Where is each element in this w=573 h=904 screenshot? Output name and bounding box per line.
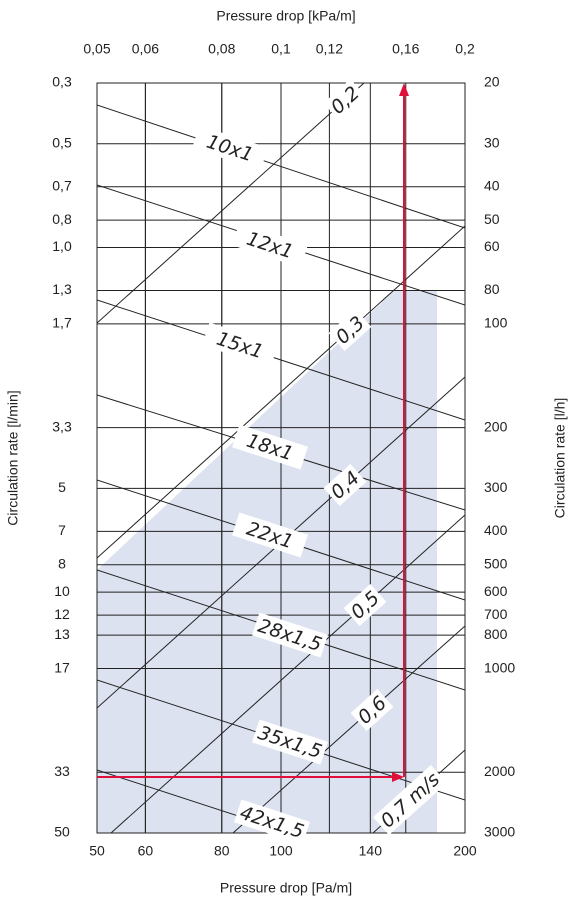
pipe-label-group: 15x1: [202, 322, 278, 368]
pipe-label-group: 10x1: [192, 125, 268, 171]
arrow-layer: [97, 83, 409, 782]
y-tick-label: 1,3: [52, 281, 72, 297]
x-tick-label: 60: [138, 843, 154, 859]
label-background: [343, 584, 387, 626]
y2-tick-label: 50: [484, 211, 500, 227]
y-tick-label: 17: [54, 659, 70, 675]
x-tick-label: 50: [89, 843, 105, 859]
label-background: [202, 322, 278, 368]
y2-tick-label: 400: [484, 522, 508, 538]
shaded-region: [97, 290, 437, 833]
x2-tick-label: 0,08: [208, 41, 235, 57]
y2-tick-label: 800: [484, 626, 508, 642]
y-tick-label: 0,5: [52, 134, 72, 150]
label-background: [192, 125, 268, 171]
y-tick-label: 8: [58, 556, 66, 572]
y2-tick-label: 300: [484, 479, 508, 495]
y-tick-label: 0,8: [52, 211, 72, 227]
label-background: [323, 79, 367, 121]
label-background: [372, 764, 448, 836]
label-background: [350, 689, 394, 731]
y2-tick-label: 500: [484, 556, 508, 572]
y-tick-label: 13: [54, 626, 70, 642]
x2-tick-label: 0,1: [271, 41, 291, 57]
label-background: [252, 612, 328, 658]
arrow-head: [392, 772, 404, 782]
label-background: [252, 719, 328, 765]
pipe-label: 12x1: [244, 228, 296, 264]
x-tick-label: 140: [359, 843, 383, 859]
x2-tick-label: 0,12: [316, 41, 343, 57]
y-tick-label: 12: [54, 606, 70, 622]
x-tick-label: 200: [453, 843, 477, 859]
shade-layer: [97, 290, 437, 833]
y-tick-label: 1,7: [52, 315, 72, 331]
y2-tick-label: 600: [484, 583, 508, 599]
label-background: [234, 799, 310, 845]
y2-tick-label: 3000: [484, 824, 515, 840]
y-tick-label: 5: [58, 479, 66, 495]
y2-tick-label: 100: [484, 315, 508, 331]
label-background: [232, 424, 308, 470]
label-background: [232, 512, 308, 558]
velocity-line: [110, 514, 465, 833]
y-tick-label: 7: [58, 522, 66, 538]
y2-tick-label: 2000: [484, 763, 515, 779]
y-tick-label: 1,0: [52, 238, 72, 254]
y2-tick-label: 700: [484, 606, 508, 622]
x2-tick-label: 0,2: [455, 41, 475, 57]
bottom-axis-title: Pressure drop [Pa/m]: [220, 880, 352, 896]
right-axis-title: Circulation rate [l/h]: [552, 398, 568, 519]
y-tick-label: 0,7: [52, 177, 72, 193]
y-tick-label: 33: [54, 763, 70, 779]
y2-tick-label: 40: [484, 177, 500, 193]
label-background: [232, 222, 308, 268]
x2-tick-label: 0,06: [132, 41, 159, 57]
y2-tick-label: 60: [484, 238, 500, 254]
y-tick-label: 3,3: [52, 418, 72, 434]
x-tick-label: 80: [214, 843, 230, 859]
y2-tick-label: 1000: [484, 659, 515, 675]
y2-tick-label: 30: [484, 134, 500, 150]
velocity-line: [97, 83, 365, 324]
y-tick-label: 50: [54, 824, 70, 840]
top-axis-title: Pressure drop [kPa/m]: [216, 8, 355, 24]
pipe-label: 10x1: [204, 131, 256, 167]
label-background: [323, 464, 367, 506]
x2-tick-label: 0,16: [392, 41, 419, 57]
pipe-label-group: 12x1: [232, 222, 308, 268]
x-tick-label: 100: [269, 843, 293, 859]
y2-tick-label: 200: [484, 418, 508, 434]
label-background: [328, 309, 372, 351]
x2-tick-label: 0,05: [83, 41, 110, 57]
velocity-line: [232, 625, 465, 833]
y-tick-label: 0,3: [52, 74, 72, 90]
y-tick-label: 10: [54, 583, 70, 599]
y2-tick-label: 80: [484, 281, 500, 297]
arrow-head: [399, 83, 409, 96]
left-axis-title: Circulation rate [l/min]: [5, 390, 21, 525]
velocity-label-group: 0,2: [323, 79, 367, 121]
y2-tick-label: 20: [484, 74, 500, 90]
